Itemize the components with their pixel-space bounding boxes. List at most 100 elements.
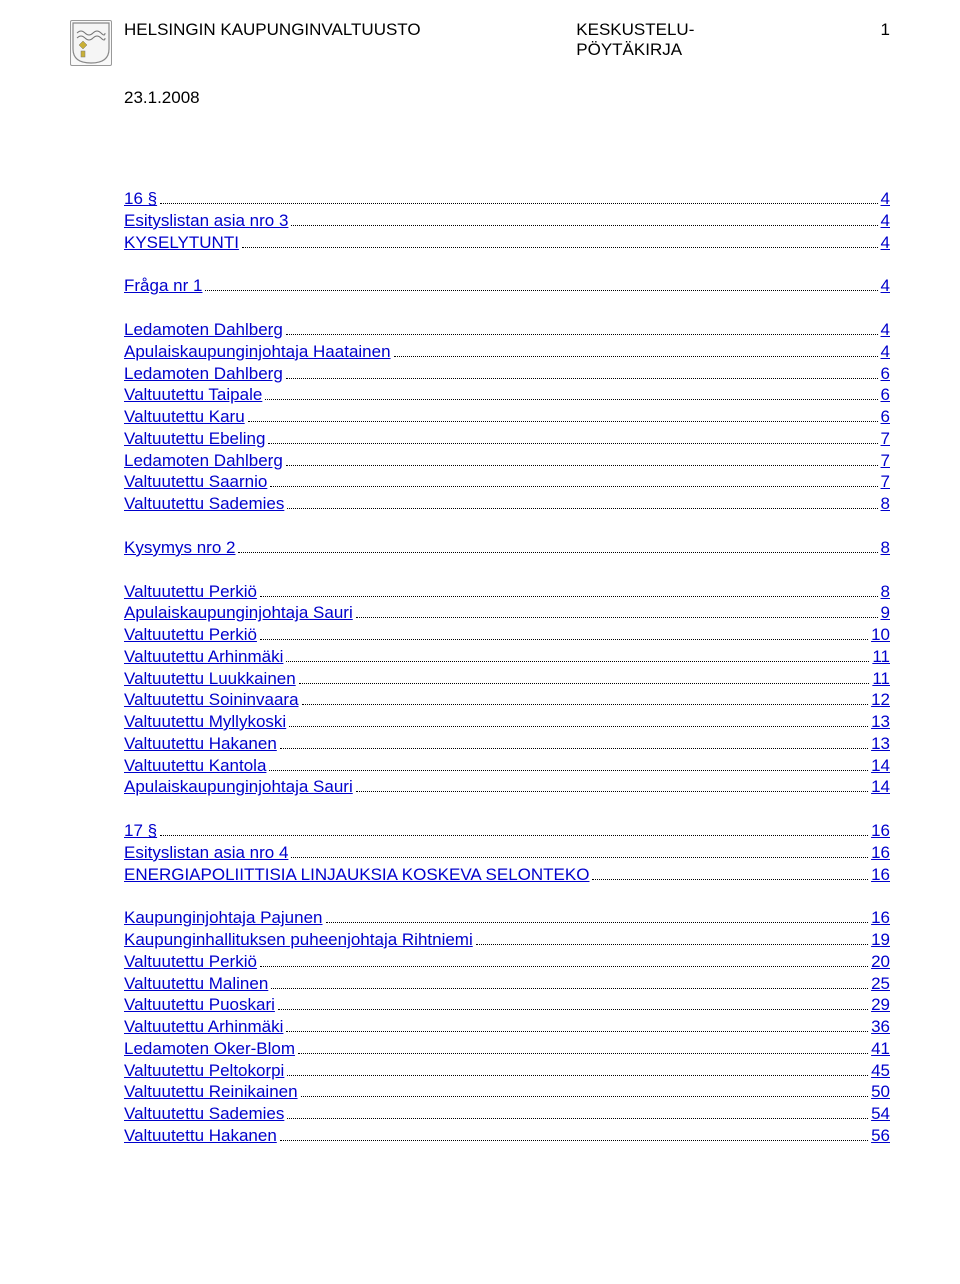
toc-entry[interactable]: Valtuutettu Arhinmäki11	[124, 646, 890, 668]
toc-entry-label[interactable]: Valtuutettu Hakanen	[124, 733, 277, 755]
toc-entry-page[interactable]: 29	[871, 994, 890, 1016]
toc-entry-page[interactable]: 11	[872, 646, 890, 668]
toc-entry-label[interactable]: Valtuutettu Sademies	[124, 1103, 284, 1125]
toc-entry-page[interactable]: 7	[881, 450, 890, 472]
toc-entry-page[interactable]: 9	[881, 602, 890, 624]
toc-entry-label[interactable]: Ledamoten Dahlberg	[124, 450, 283, 472]
toc-entry-page[interactable]: 12	[871, 689, 890, 711]
toc-entry-label[interactable]: Valtuutettu Ebeling	[124, 428, 265, 450]
toc-entry-label[interactable]: Valtuutettu Puoskari	[124, 994, 275, 1016]
toc-entry-page[interactable]: 36	[871, 1016, 890, 1038]
toc-entry-page[interactable]: 4	[881, 210, 890, 232]
toc-entry[interactable]: Valtuutettu Luukkainen 11	[124, 668, 890, 690]
toc-entry-page[interactable]: 54	[871, 1103, 890, 1125]
toc-entry-label[interactable]: Valtuutettu Perkiö	[124, 624, 257, 646]
toc-entry-page[interactable]: 6	[881, 406, 890, 428]
toc-entry-page[interactable]: 11	[872, 668, 890, 690]
toc-entry[interactable]: Esityslistan asia nro 4 16	[124, 842, 890, 864]
toc-entry[interactable]: Valtuutettu Perkiö 10	[124, 624, 890, 646]
toc-entry-label[interactable]: Valtuutettu Kantola	[124, 755, 266, 777]
toc-entry[interactable]: Esityslistan asia nro 3 4	[124, 210, 890, 232]
toc-entry-label[interactable]: Valtuutettu Perkiö	[124, 951, 257, 973]
toc-entry-label[interactable]: Ledamoten Dahlberg	[124, 319, 283, 341]
toc-entry-label[interactable]: Apulaiskaupunginjohtaja Sauri	[124, 602, 353, 624]
toc-entry-page[interactable]: 19	[871, 929, 890, 951]
toc-entry[interactable]: Ledamoten Dahlberg 7	[124, 450, 890, 472]
toc-entry-label[interactable]: 17 §	[124, 820, 157, 842]
toc-entry-label[interactable]: Valtuutettu Peltokorpi	[124, 1060, 284, 1082]
toc-entry-page[interactable]: 50	[871, 1081, 890, 1103]
toc-entry[interactable]: Valtuutettu Taipale6	[124, 384, 890, 406]
toc-entry[interactable]: Valtuutettu Peltokorpi 45	[124, 1060, 890, 1082]
toc-entry[interactable]: Ledamoten Dahlberg6	[124, 363, 890, 385]
toc-entry-label[interactable]: Esityslistan asia nro 4	[124, 842, 288, 864]
toc-entry-label[interactable]: Kaupunginhallituksen puheenjohtaja Rihtn…	[124, 929, 473, 951]
toc-entry-label[interactable]: Esityslistan asia nro 3	[124, 210, 288, 232]
toc-entry-label[interactable]: Valtuutettu Arhinmäki	[124, 1016, 283, 1038]
toc-entry-label[interactable]: Ledamoten Dahlberg	[124, 363, 283, 385]
toc-entry-page[interactable]: 10	[871, 624, 890, 646]
toc-entry-page[interactable]: 14	[871, 776, 890, 798]
toc-entry-label[interactable]: Valtuutettu Saarnio	[124, 471, 267, 493]
toc-entry-page[interactable]: 16	[871, 820, 890, 842]
toc-entry[interactable]: Valtuutettu Puoskari 29	[124, 994, 890, 1016]
toc-entry-page[interactable]: 20	[871, 951, 890, 973]
toc-entry[interactable]: Valtuutettu Hakanen 13	[124, 733, 890, 755]
toc-entry[interactable]: Ledamoten Oker-Blom 41	[124, 1038, 890, 1060]
toc-entry[interactable]: Ledamoten Dahlberg4	[124, 319, 890, 341]
toc-entry[interactable]: Valtuutettu Malinen 25	[124, 973, 890, 995]
toc-entry-label[interactable]: Valtuutettu Myllykoski	[124, 711, 286, 733]
toc-entry-page[interactable]: 6	[881, 384, 890, 406]
toc-entry[interactable]: ENERGIAPOLIITTISIA LINJAUKSIA KOSKEVA SE…	[124, 864, 890, 886]
toc-entry-page[interactable]: 13	[871, 733, 890, 755]
toc-entry[interactable]: Fråga nr 1 4	[124, 275, 890, 297]
toc-entry-label[interactable]: Valtuutettu Sademies	[124, 493, 284, 515]
toc-entry-page[interactable]: 4	[881, 188, 890, 210]
toc-entry[interactable]: Valtuutettu Karu6	[124, 406, 890, 428]
toc-entry-label[interactable]: Ledamoten Oker-Blom	[124, 1038, 295, 1060]
toc-entry-page[interactable]: 45	[871, 1060, 890, 1082]
toc-entry[interactable]: KYSELYTUNTI4	[124, 232, 890, 254]
toc-entry[interactable]: 16 § 4	[124, 188, 890, 210]
toc-entry-page[interactable]: 16	[871, 907, 890, 929]
toc-entry-label[interactable]: Valtuutettu Soininvaara	[124, 689, 299, 711]
toc-entry-page[interactable]: 16	[871, 864, 890, 886]
toc-entry[interactable]: Apulaiskaupunginjohtaja Haatainen4	[124, 341, 890, 363]
toc-entry-page[interactable]: 13	[871, 711, 890, 733]
toc-entry-label[interactable]: Apulaiskaupunginjohtaja Haatainen	[124, 341, 391, 363]
toc-entry[interactable]: Kaupunginhallituksen puheenjohtaja Rihtn…	[124, 929, 890, 951]
toc-entry-label[interactable]: Valtuutettu Luukkainen	[124, 668, 296, 690]
toc-entry-page[interactable]: 7	[881, 471, 890, 493]
toc-entry[interactable]: Kysymys nro 28	[124, 537, 890, 559]
toc-entry-page[interactable]: 41	[871, 1038, 890, 1060]
toc-entry-page[interactable]: 8	[881, 493, 890, 515]
toc-entry-label[interactable]: Valtuutettu Malinen	[124, 973, 268, 995]
toc-entry[interactable]: Valtuutettu Sademies 54	[124, 1103, 890, 1125]
toc-entry[interactable]: Valtuutettu Reinikainen 50	[124, 1081, 890, 1103]
toc-entry-page[interactable]: 4	[881, 275, 890, 297]
toc-entry[interactable]: 17 § 16	[124, 820, 890, 842]
toc-entry-label[interactable]: Kysymys nro 2	[124, 537, 235, 559]
toc-entry[interactable]: Valtuutettu Hakanen56	[124, 1125, 890, 1147]
toc-entry-label[interactable]: Valtuutettu Hakanen	[124, 1125, 277, 1147]
toc-entry-page[interactable]: 25	[871, 973, 890, 995]
toc-entry-label[interactable]: Fråga nr 1	[124, 275, 202, 297]
toc-entry[interactable]: Valtuutettu Arhinmäki 36	[124, 1016, 890, 1038]
toc-entry-label[interactable]: Valtuutettu Reinikainen	[124, 1081, 298, 1103]
toc-entry[interactable]: Valtuutettu Saarnio 7	[124, 471, 890, 493]
toc-entry[interactable]: Valtuutettu Perkiö 20	[124, 951, 890, 973]
toc-entry[interactable]: Apulaiskaupunginjohtaja Sauri 9	[124, 602, 890, 624]
toc-entry-page[interactable]: 16	[871, 842, 890, 864]
toc-entry-label[interactable]: Kaupunginjohtaja Pajunen	[124, 907, 323, 929]
toc-entry-label[interactable]: ENERGIAPOLIITTISIA LINJAUKSIA KOSKEVA SE…	[124, 864, 589, 886]
toc-entry[interactable]: Kaupunginjohtaja Pajunen 16	[124, 907, 890, 929]
toc-entry-page[interactable]: 7	[881, 428, 890, 450]
toc-entry[interactable]: Valtuutettu Soininvaara 12	[124, 689, 890, 711]
toc-entry-label[interactable]: 16 §	[124, 188, 157, 210]
toc-entry-label[interactable]: Apulaiskaupunginjohtaja Sauri	[124, 776, 353, 798]
toc-entry[interactable]: Valtuutettu Sademies 8	[124, 493, 890, 515]
toc-entry[interactable]: Apulaiskaupunginjohtaja Sauri 14	[124, 776, 890, 798]
toc-entry-label[interactable]: Valtuutettu Perkiö	[124, 581, 257, 603]
toc-entry-page[interactable]: 14	[871, 755, 890, 777]
toc-entry[interactable]: Valtuutettu Perkiö8	[124, 581, 890, 603]
